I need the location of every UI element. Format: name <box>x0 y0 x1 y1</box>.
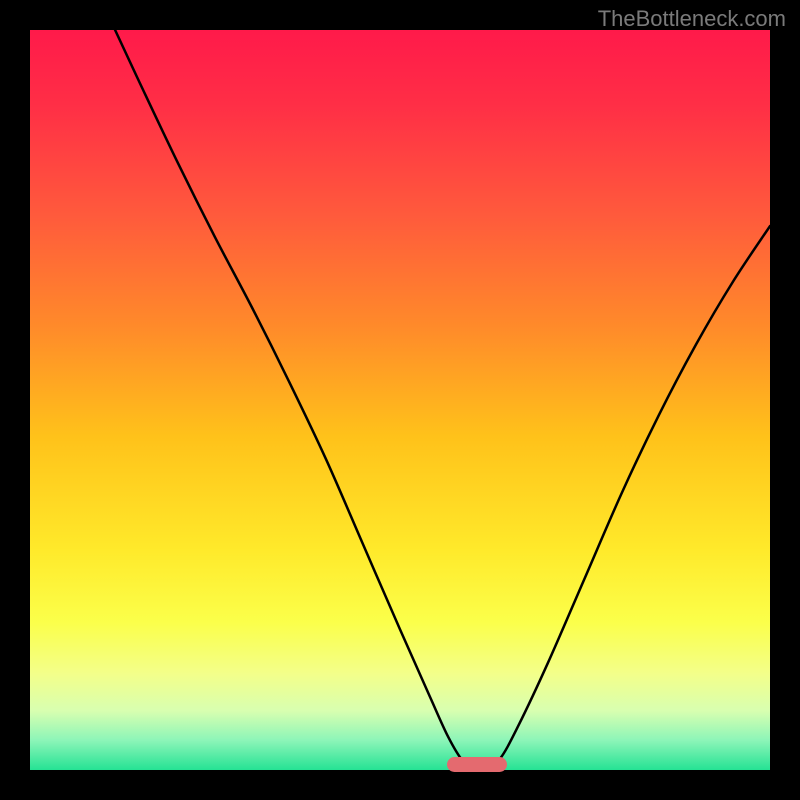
bottleneck-curve <box>30 30 770 770</box>
optimum-marker <box>447 757 506 772</box>
watermark-text: TheBottleneck.com <box>598 6 786 32</box>
plot-area <box>30 30 770 770</box>
